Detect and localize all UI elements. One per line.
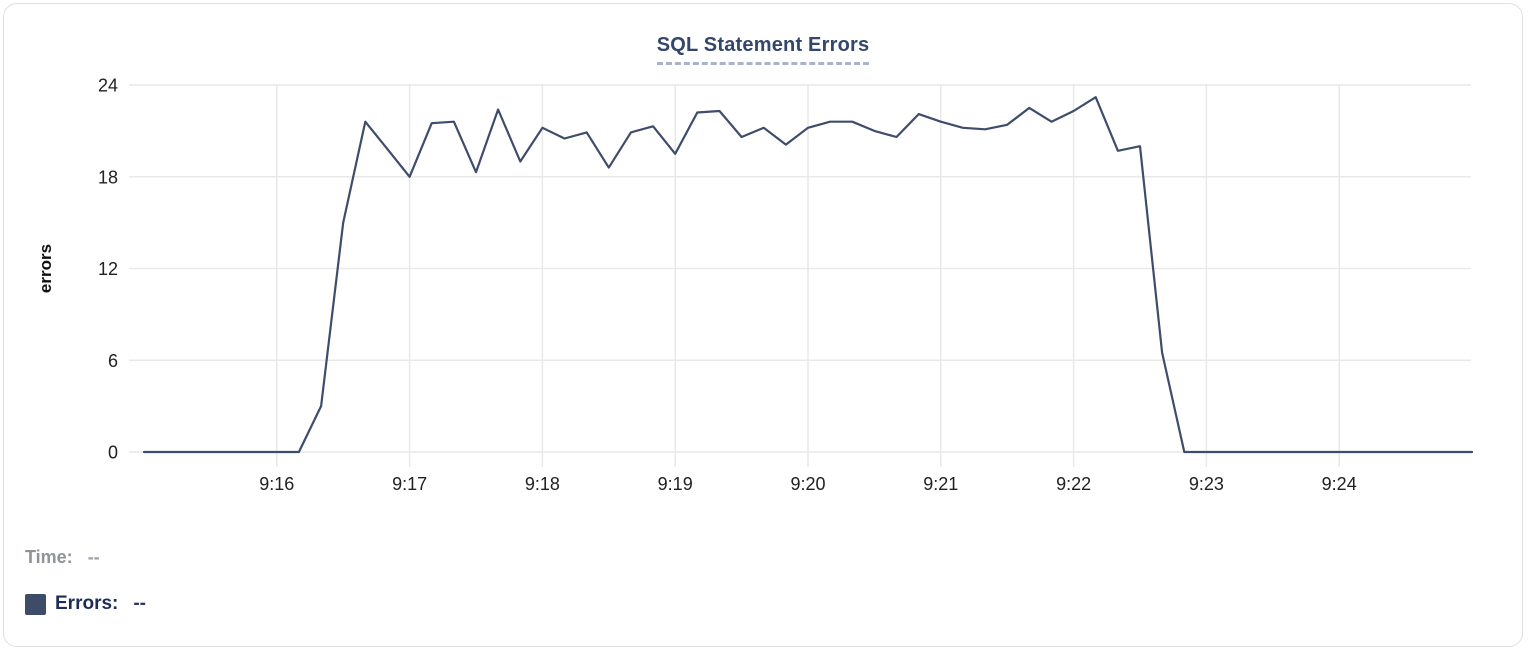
time-readout-label: Time: bbox=[25, 547, 73, 567]
y-tick-label: 12 bbox=[98, 259, 118, 279]
x-tick-label: 9:20 bbox=[790, 474, 825, 494]
y-axis-title: errors bbox=[36, 244, 55, 293]
errors-series-line bbox=[142, 96, 1474, 454]
chart-title[interactable]: SQL Statement Errors bbox=[656, 34, 870, 65]
y-tick-label: 24 bbox=[98, 76, 118, 96]
errors-readout-value: -- bbox=[133, 593, 147, 614]
time-readout-value: -- bbox=[87, 547, 100, 567]
x-tick-label: 9:24 bbox=[1322, 474, 1357, 494]
y-tick-label: 6 bbox=[108, 351, 118, 371]
errors-series-swatch[interactable] bbox=[25, 593, 46, 615]
hover-readout-errors: Errors: -- bbox=[25, 593, 146, 615]
x-tick-label: 9:17 bbox=[392, 474, 427, 494]
y-tick-label: 18 bbox=[98, 167, 118, 187]
x-tick-label: 9:16 bbox=[259, 474, 294, 494]
x-tick-label: 9:19 bbox=[658, 474, 693, 494]
y-tick-label: 0 bbox=[108, 443, 118, 463]
chart-card: SQL Statement Errors 0 6 12 18 24 9:16 9:17 9:1… bbox=[3, 3, 1523, 647]
errors-readout-label: Errors: bbox=[55, 593, 119, 614]
hover-readout-time: Time: -- bbox=[25, 547, 100, 568]
x-tick-label: 9:23 bbox=[1189, 474, 1224, 494]
x-tick-label: 9:22 bbox=[1056, 474, 1091, 494]
x-tick-label: 9:18 bbox=[525, 474, 560, 494]
chart-header: SQL Statement Errors bbox=[4, 34, 1522, 65]
x-tick-label: 9:21 bbox=[923, 474, 958, 494]
errors-line-chart[interactable]: 0 6 12 18 24 9:16 9:17 9:18 9:19 9:20 9:21 9:22 9:23… bbox=[4, 4, 1523, 509]
